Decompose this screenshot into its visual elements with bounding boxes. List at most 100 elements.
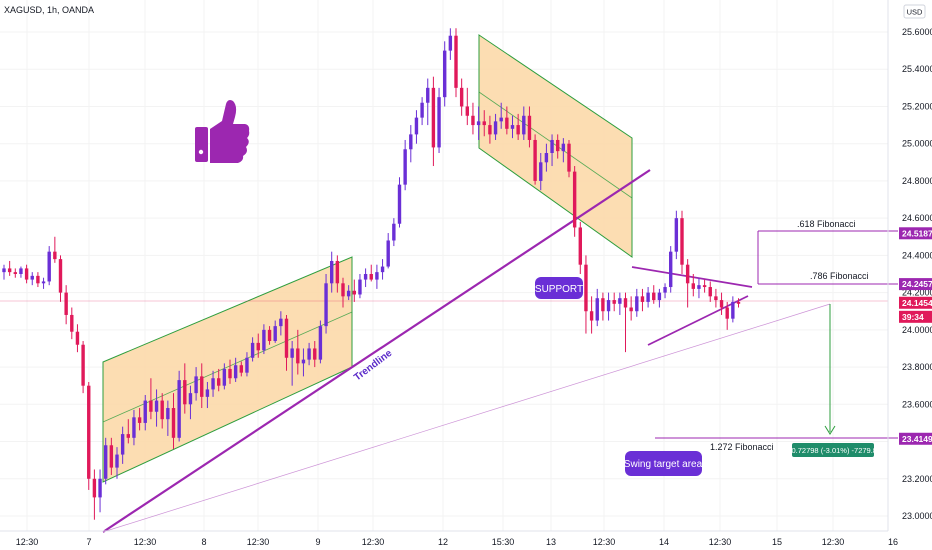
candle-body[interactable]	[403, 149, 407, 185]
candle-body[interactable]	[369, 274, 373, 280]
candle-body[interactable]	[572, 171, 577, 228]
candle-body[interactable]	[194, 376, 198, 394]
candle-body[interactable]	[132, 417, 136, 438]
candle-body[interactable]	[284, 318, 289, 358]
candle-body[interactable]	[476, 121, 481, 126]
candle-body[interactable]	[510, 125, 515, 129]
candle-body[interactable]	[697, 285, 701, 289]
main-trendline[interactable]	[102, 169, 651, 533]
candle-body[interactable]	[719, 300, 724, 308]
candle-body[interactable]	[7, 268, 12, 273]
candle-body[interactable]	[516, 125, 520, 135]
candle-body[interactable]	[217, 378, 221, 386]
candle-body[interactable]	[13, 272, 17, 274]
candle-body[interactable]	[64, 292, 68, 315]
candle-body[interactable]	[245, 357, 249, 373]
candle-body[interactable]	[363, 274, 368, 280]
candle-body[interactable]	[166, 408, 170, 420]
candle-body[interactable]	[256, 342, 260, 351]
candle-body[interactable]	[36, 275, 40, 284]
currency-box[interactable]	[903, 4, 926, 19]
candle-body[interactable]	[674, 218, 679, 252]
candle-body[interactable]	[296, 348, 300, 364]
candle-body[interactable]	[352, 290, 356, 295]
time-axis[interactable]: 12:30 7 12:30 8 12:30 9 12:30 12 15:30 13 12:30 14 1…	[16, 537, 898, 547]
candle-body[interactable]	[307, 348, 311, 360]
candle-body[interactable]	[290, 348, 294, 358]
candle-body[interactable]	[92, 478, 97, 498]
candle-body[interactable]	[652, 292, 656, 301]
candle-body[interactable]	[239, 365, 243, 373]
candle-body[interactable]	[420, 102, 424, 118]
triangle-upper-line[interactable]	[631, 266, 753, 288]
candle-body[interactable]	[228, 368, 232, 379]
candle-body[interactable]	[87, 385, 91, 479]
candle-body[interactable]	[544, 153, 549, 163]
candle-body[interactable]	[137, 417, 142, 423]
candle-body[interactable]	[109, 445, 114, 468]
candle-body[interactable]	[75, 331, 80, 345]
candle-body[interactable]	[657, 292, 662, 301]
candle-body[interactable]	[143, 400, 147, 423]
candle-body[interactable]	[731, 301, 735, 319]
candle-body[interactable]	[397, 184, 402, 224]
candle-body[interactable]	[81, 344, 85, 386]
candle-body[interactable]	[205, 389, 210, 397]
candle-body[interactable]	[522, 115, 526, 135]
candle-body[interactable]	[499, 117, 503, 122]
candle-body[interactable]	[409, 134, 413, 150]
candle-body[interactable]	[273, 326, 277, 342]
candle-body[interactable]	[505, 117, 509, 129]
candle-body[interactable]	[98, 478, 102, 498]
candle-body[interactable]	[188, 393, 193, 405]
candle-body[interactable]	[556, 139, 560, 152]
candle-body[interactable]	[126, 434, 130, 438]
candle-body[interactable]	[606, 300, 611, 312]
candle-body[interactable]	[414, 117, 419, 135]
candle-body[interactable]	[482, 121, 486, 126]
candle-body[interactable]	[561, 143, 566, 152]
candle-body[interactable]	[160, 400, 164, 420]
candle-body[interactable]	[488, 125, 492, 135]
candle-body[interactable]	[177, 380, 181, 438]
candle-body[interactable]	[171, 408, 176, 438]
candle-body[interactable]	[386, 240, 390, 267]
candle-body[interactable]	[200, 376, 204, 397]
candle-body[interactable]	[53, 251, 57, 260]
candle-body[interactable]	[736, 301, 741, 304]
candle-body[interactable]	[539, 162, 543, 181]
candle-body[interactable]	[301, 359, 306, 364]
candle-body[interactable]	[431, 87, 436, 148]
candle-body[interactable]	[375, 272, 379, 280]
candle-body[interactable]	[669, 251, 673, 288]
swing-bubble[interactable]	[625, 451, 702, 476]
candle-body[interactable]	[2, 268, 6, 273]
candle-body[interactable]	[70, 314, 74, 332]
candle-body[interactable]	[493, 121, 498, 135]
candle-body[interactable]	[646, 292, 650, 302]
candle-body[interactable]	[629, 307, 633, 312]
thin-trendline[interactable]	[102, 303, 831, 533]
candle-body[interactable]	[120, 434, 125, 455]
candle-body[interactable]	[471, 115, 475, 126]
candle-body[interactable]	[58, 259, 63, 293]
candle-body[interactable]	[618, 298, 622, 304]
candle-body[interactable]	[708, 287, 712, 297]
candle-body[interactable]	[279, 318, 283, 327]
candle-body[interactable]	[725, 307, 729, 319]
candle-body[interactable]	[24, 268, 29, 280]
candle-body[interactable]	[640, 296, 645, 302]
candle-body[interactable]	[380, 266, 385, 273]
candle-body[interactable]	[584, 264, 588, 312]
candle-body[interactable]	[595, 298, 599, 321]
candle-body[interactable]	[714, 296, 718, 301]
candle-body[interactable]	[454, 35, 458, 88]
candle-body[interactable]	[527, 115, 532, 140]
candle-body[interactable]	[183, 380, 187, 405]
candle-body[interactable]	[324, 283, 328, 327]
candle-body[interactable]	[313, 348, 317, 360]
candle-body[interactable]	[443, 50, 447, 98]
candle-body[interactable]	[601, 298, 605, 312]
candle-body[interactable]	[222, 368, 227, 386]
